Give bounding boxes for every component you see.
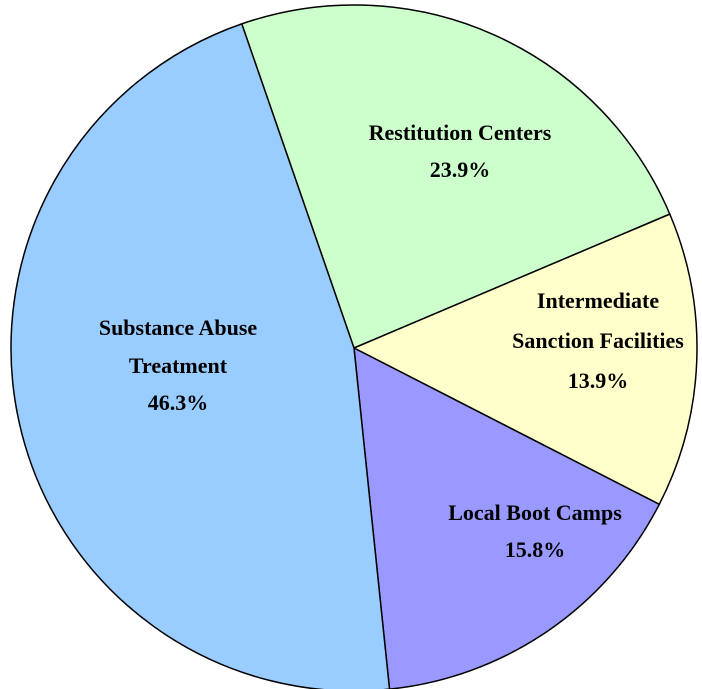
slice-label: Treatment: [129, 353, 228, 378]
slice-label: Restitution Centers: [369, 120, 552, 145]
slice-label: Intermediate: [537, 288, 659, 313]
slice-label: Sanction Facilities: [512, 328, 684, 353]
slice-label: Substance Abuse: [99, 315, 258, 340]
slice-value-label: 23.9%: [430, 157, 491, 182]
slice-value-label: 46.3%: [148, 390, 209, 415]
pie-slice: [240, 4, 671, 350]
pie-slice: [352, 213, 698, 506]
pie-slice: [353, 346, 661, 689]
pie-slice: [10, 22, 391, 689]
slice-label: Local Boot Camps: [448, 500, 622, 525]
slice-value-label: 13.9%: [568, 368, 629, 393]
slice-value-label: 15.8%: [505, 537, 566, 562]
